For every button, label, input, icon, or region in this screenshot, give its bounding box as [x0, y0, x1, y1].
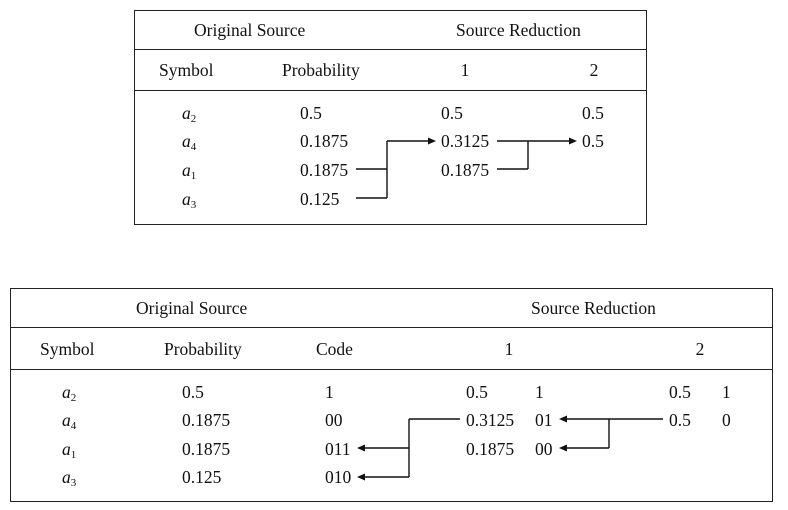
- table2-symbol-a2: a2: [62, 382, 77, 404]
- table2-code-arrow-step1: [357, 418, 460, 481]
- table2-code-a3: 010: [325, 467, 352, 487]
- table1-probability-heading: Probability: [282, 60, 360, 80]
- table2-step2-heading: 2: [695, 339, 705, 359]
- table2-code-arrow-step2: [559, 415, 663, 452]
- table2-reduction2-code-row2: 0: [722, 410, 731, 430]
- table2-reduction1-code-row2: 01: [535, 410, 553, 430]
- code-assignment-table: [10, 288, 773, 502]
- table2-reduction1-code-row3: 00: [535, 439, 553, 459]
- table1-reduction1-row2: 0.3125: [441, 131, 490, 151]
- table2-reduction1-code-row1: 1: [535, 382, 544, 402]
- table1-reduction1-row3: 0.1875: [441, 160, 490, 180]
- table2-header-divider: [10, 327, 773, 328]
- table2-reduction1-prob-row3: 0.1875: [466, 439, 515, 459]
- table2-code-heading: Code: [316, 339, 353, 359]
- table1-step2-heading: 2: [589, 60, 599, 80]
- table2-code-a4: 00: [325, 410, 343, 430]
- table1-probability-a2: 0.5: [300, 103, 322, 123]
- table1-subheader-divider: [134, 90, 647, 91]
- table1-probability-a3: 0.125: [300, 189, 340, 209]
- table2-subheader-divider: [10, 369, 773, 370]
- table2-code-a1: 011: [325, 439, 351, 459]
- table1-symbol-a2: a2: [182, 103, 197, 125]
- table2-reduction1-prob-row2: 0.3125: [466, 410, 515, 430]
- table1-reduction1-row1: 0.5: [441, 103, 463, 123]
- table1-symbol-heading: Symbol: [159, 60, 214, 80]
- table1-header-divider: [134, 49, 647, 50]
- table1-reduction2-row1: 0.5: [582, 103, 604, 123]
- table1-merge-arrow-1: [356, 137, 436, 199]
- table2-probability-a1: 0.1875: [182, 439, 231, 459]
- table2-symbol-a4: a4: [62, 410, 77, 432]
- table2-probability-a2: 0.5: [182, 382, 204, 402]
- table1-merge-arrow-2: [497, 137, 577, 170]
- table2-step1-heading: 1: [504, 339, 514, 359]
- table1-step1-heading: 1: [460, 60, 470, 80]
- table2-reduction2-prob-row2: 0.5: [669, 410, 691, 430]
- table2-reduction1-prob-row1: 0.5: [466, 382, 488, 402]
- table2-probability-a4: 0.1875: [182, 410, 231, 430]
- table1-original-source-heading: Original Source: [194, 20, 306, 40]
- source-reduction-table: [134, 10, 647, 225]
- table2-reduction2-code-row1: 1: [722, 382, 731, 402]
- table1-probability-a4: 0.1875: [300, 131, 349, 151]
- table1-symbol-a1: a1: [182, 160, 197, 182]
- table1-symbol-a3: a3: [182, 189, 197, 211]
- table2-symbol-heading: Symbol: [40, 339, 95, 359]
- table2-source-reduction-heading: Source Reduction: [531, 298, 656, 318]
- table2-probability-a3: 0.125: [182, 467, 222, 487]
- table2-symbol-a3: a3: [62, 467, 77, 489]
- table2-reduction2-prob-row1: 0.5: [669, 382, 691, 402]
- table1-source-reduction-heading: Source Reduction: [456, 20, 581, 40]
- table1-probability-a1: 0.1875: [300, 160, 349, 180]
- table2-original-source-heading: Original Source: [136, 298, 248, 318]
- table1-symbol-a4: a4: [182, 131, 197, 153]
- table1-reduction2-row2: 0.5: [582, 131, 604, 151]
- table2-probability-heading: Probability: [164, 339, 242, 359]
- table2-code-a2: 1: [325, 382, 334, 402]
- table2-symbol-a1: a1: [62, 439, 77, 461]
